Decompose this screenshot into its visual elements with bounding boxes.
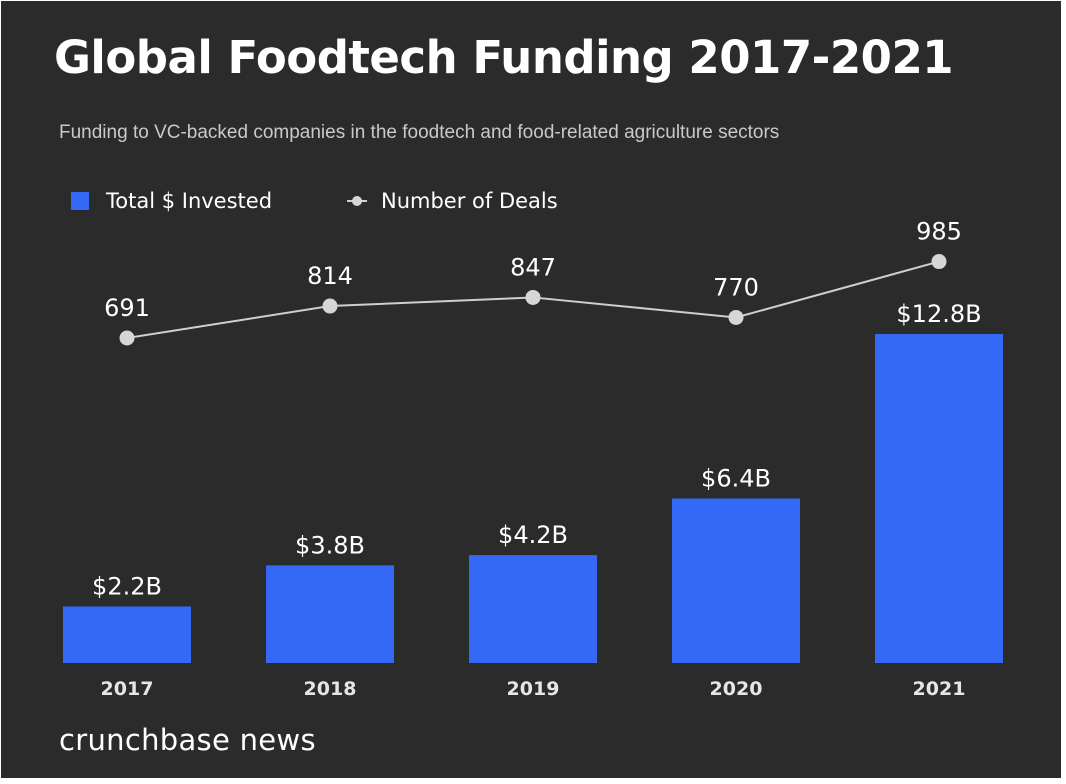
line-layer [119,254,947,346]
deals-value-label-2019: 847 [510,253,556,281]
bar-2018 [266,565,394,663]
legend-line-marker-icon [347,194,367,208]
deals-point-2018 [322,298,338,314]
legend-label-total-invested: Total $ Invested [106,189,273,213]
x-tick-label-2020: 2020 [710,678,763,700]
bar-2019 [469,555,597,663]
x-tick-label-2018: 2018 [304,678,357,700]
legend-bar-swatch [71,192,89,210]
deals-value-label-2021: 985 [916,218,962,246]
bar-2021 [875,334,1003,663]
x-tick-label-2017: 2017 [101,678,154,700]
bar-value-label-2020: $6.4B [701,465,771,493]
labels-layer: $2.2B 2017 $3.8B 2018 $4.2B 2019 $6.4B 2020 $12.… [92,218,982,700]
legend-item-total-invested: Total $ Invested [71,188,272,214]
legend-item-number-of-deals: Number of Deals [347,188,558,214]
deals-point-2021 [931,254,947,270]
deals-point-2019 [525,289,541,305]
x-tick-label-2021: 2021 [913,678,966,700]
bar-value-label-2021: $12.8B [896,300,981,328]
bar-value-label-2017: $2.2B [92,572,162,600]
deals-value-label-2020: 770 [713,273,759,301]
deals-point-2017 [119,330,135,346]
brand-logo-text: crunchbase news [59,723,316,757]
chart-title: Global Foodtech Funding 2017-2021 [54,31,954,84]
x-tick-label-2019: 2019 [507,678,560,700]
chart-subtitle: Funding to VC-backed companies in the fo… [59,122,780,143]
bars-layer [63,334,1003,663]
deals-value-label-2018: 814 [307,262,353,290]
bar-2020 [672,498,800,663]
legend-label-number-of-deals: Number of Deals [381,189,558,213]
bar-value-label-2019: $4.2B [498,521,568,549]
deals-value-label-2017: 691 [104,294,150,322]
bar-value-label-2018: $3.8B [295,531,365,559]
bar-2017 [63,606,191,663]
deals-point-2020 [728,309,744,325]
